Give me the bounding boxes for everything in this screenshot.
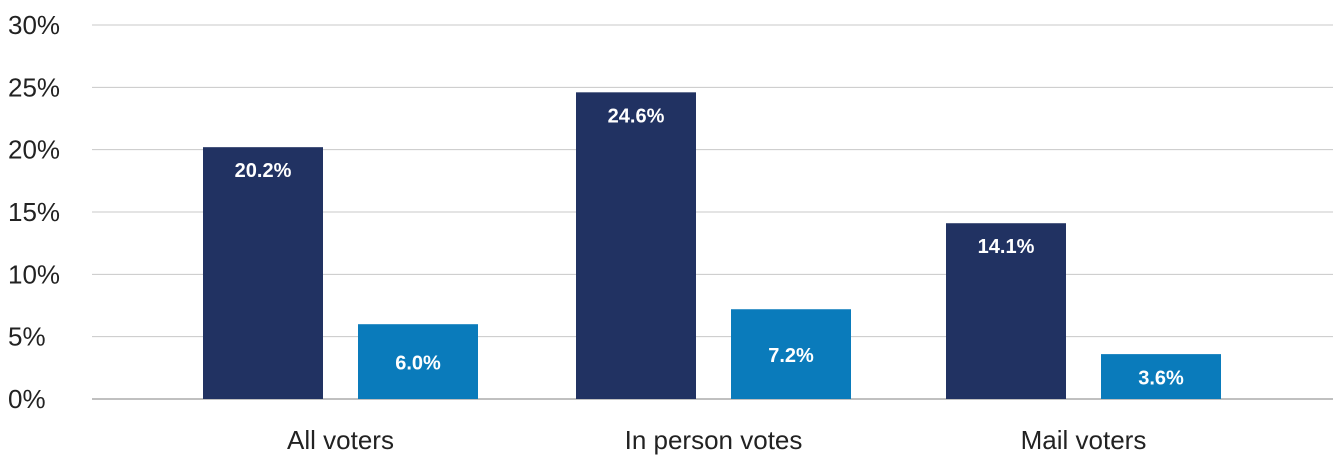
y-axis-tick-labels: 0% 5% 10% 15% 20% 25% 30% bbox=[8, 10, 60, 414]
y-tick-label: 0% bbox=[8, 384, 46, 414]
bar-value-label: 6.0% bbox=[395, 353, 441, 375]
y-tick-label: 15% bbox=[8, 197, 60, 227]
bar bbox=[358, 324, 478, 399]
bar-value-label: 7.2% bbox=[768, 345, 814, 367]
y-tick-label: 25% bbox=[8, 72, 60, 102]
x-category-label: All voters bbox=[287, 425, 394, 455]
y-tick-label: 10% bbox=[8, 259, 60, 289]
x-category-label: In person votes bbox=[625, 425, 803, 455]
bar bbox=[203, 147, 323, 399]
y-tick-label: 30% bbox=[8, 10, 60, 40]
bar bbox=[731, 309, 851, 399]
y-tick-label: 5% bbox=[8, 322, 46, 352]
bar bbox=[946, 223, 1066, 399]
bar bbox=[1101, 354, 1221, 399]
bar-value-label: 20.2% bbox=[235, 160, 292, 182]
data-labels: 20.2% 24.6% 14.1% 6.0% 7.2% 3.6% bbox=[235, 105, 1184, 389]
x-category-label: Mail voters bbox=[1021, 425, 1147, 455]
bar-value-label: 3.6% bbox=[1138, 368, 1184, 390]
bar bbox=[576, 92, 696, 399]
bars bbox=[203, 92, 1221, 399]
y-tick-label: 20% bbox=[8, 135, 60, 165]
x-axis-category-labels: All voters In person votes Mail voters bbox=[287, 425, 1146, 455]
bar-value-label: 14.1% bbox=[978, 236, 1035, 258]
bar-value-label: 24.6% bbox=[608, 105, 665, 127]
